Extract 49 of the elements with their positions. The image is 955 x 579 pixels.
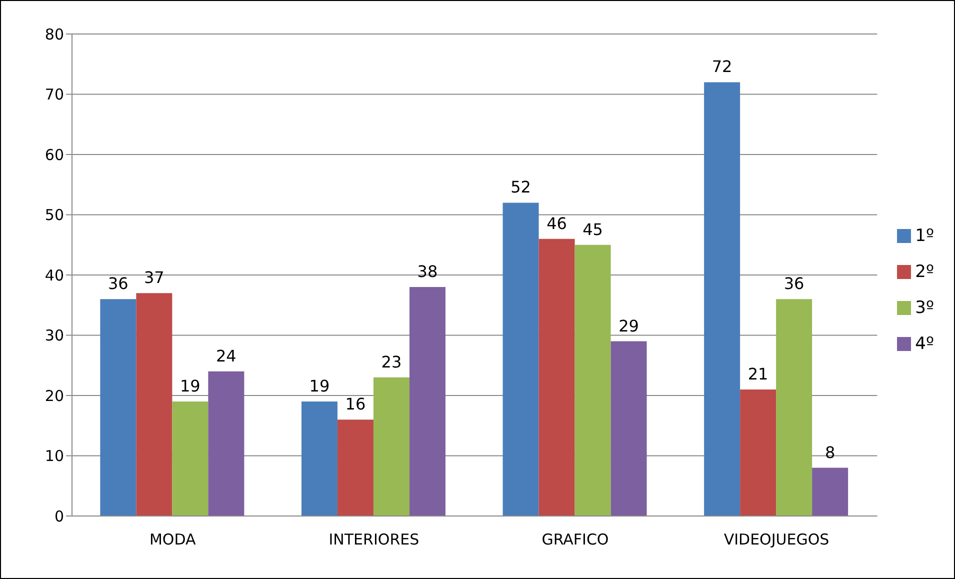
bar xyxy=(136,293,172,516)
x-tick-label: VIDEOJUEGOS xyxy=(724,530,830,549)
data-label: 38 xyxy=(417,262,438,282)
data-label: 24 xyxy=(216,346,236,366)
data-label: 37 xyxy=(144,268,164,288)
bar xyxy=(740,389,776,516)
data-label: 72 xyxy=(712,57,732,76)
data-label: 36 xyxy=(784,274,804,294)
bar xyxy=(776,299,812,516)
bar xyxy=(301,402,338,516)
bar xyxy=(574,244,611,516)
bar xyxy=(172,402,208,516)
bar xyxy=(337,420,374,516)
y-tick-label: 70 xyxy=(44,86,64,104)
y-tick-label: 60 xyxy=(44,146,64,164)
data-label: 23 xyxy=(381,352,402,372)
y-tick-label: 0 xyxy=(54,507,64,526)
y-tick-label: 50 xyxy=(44,206,64,224)
bar xyxy=(409,287,446,516)
x-tick-label: INTERIORES xyxy=(328,530,420,549)
bar xyxy=(704,82,740,516)
bar xyxy=(812,468,848,516)
bar xyxy=(208,371,244,516)
x-tick-label: GRAFICO xyxy=(542,530,609,549)
legend-label: 4º xyxy=(915,334,934,354)
data-label: 19 xyxy=(180,376,200,396)
bar xyxy=(502,202,539,516)
data-label: 19 xyxy=(309,376,330,396)
data-label: 52 xyxy=(510,178,531,197)
bar xyxy=(610,341,647,516)
bar xyxy=(100,299,136,516)
y-tick-label: 30 xyxy=(44,326,64,345)
y-tick-label: 80 xyxy=(44,25,64,44)
y-tick-label: 20 xyxy=(44,386,64,405)
legend-label: 2º xyxy=(915,262,934,282)
legend-label: 1º xyxy=(915,226,934,246)
data-label: 29 xyxy=(618,316,639,336)
y-tick-label: 10 xyxy=(44,447,64,466)
data-label: 36 xyxy=(108,274,128,294)
bar xyxy=(373,377,410,516)
y-tick-label: 40 xyxy=(44,266,64,284)
data-label: 21 xyxy=(748,364,768,384)
x-tick-label: MODA xyxy=(150,530,197,549)
data-label: 46 xyxy=(546,214,567,233)
legend-label: 3º xyxy=(915,298,934,318)
bar xyxy=(538,238,575,516)
data-label: 45 xyxy=(582,220,603,239)
data-label: 8 xyxy=(824,442,836,462)
data-label: 16 xyxy=(345,394,366,414)
